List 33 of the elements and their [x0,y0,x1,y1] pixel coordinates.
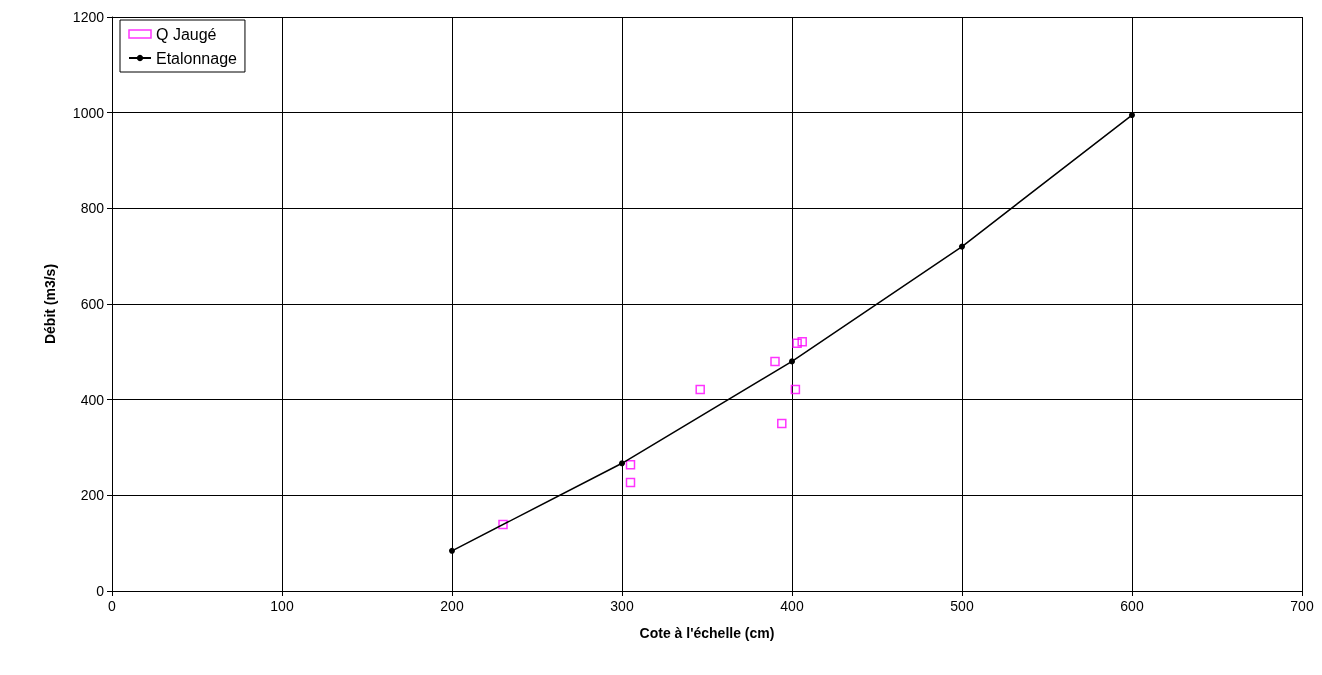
x-tick-label: 400 [780,598,804,614]
y-tick-label: 800 [80,200,105,217]
point [770,356,780,367]
y-tick-label: 0 [96,583,105,599]
point [619,460,625,467]
x-tick-label: 0 [108,598,117,614]
point [797,337,807,347]
y-tick-label: 1000 [72,104,105,121]
point [449,547,455,554]
x-tick-label: 100 [270,598,294,614]
point [625,477,636,488]
y-tick-label: 600 [80,296,105,312]
legend-label: Etalonnage [156,49,238,67]
point [959,243,965,250]
y-axis-title: Débit (m3/s) [42,263,58,345]
point [1129,112,1135,119]
y-tick-label: 1200 [72,9,105,25]
x-tick-label: 700 [1290,598,1314,614]
x-axis-title: Cote à l'échelle (cm) [639,625,775,641]
point [695,384,705,395]
x-tick-label: 200 [440,598,464,614]
point [792,338,802,348]
x-tick-label: 500 [950,598,974,614]
point [625,459,636,470]
point [777,418,787,429]
point [790,384,801,395]
y-tick-label: 400 [80,391,105,408]
x-tick-label: 300 [610,598,634,614]
y-tick-label: 200 [80,487,105,504]
x-tick-label: 600 [1120,598,1144,614]
point [789,358,795,365]
point [498,519,508,530]
legend-label: Q Jaugé [156,25,217,43]
